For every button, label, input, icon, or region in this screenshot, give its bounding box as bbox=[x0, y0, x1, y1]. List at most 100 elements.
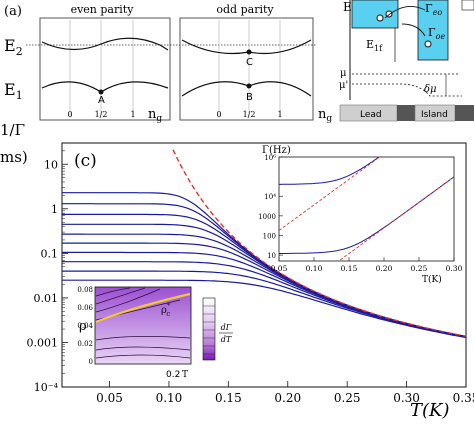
inset-ytick-label: 100 bbox=[263, 232, 276, 240]
main-xtick-label: 0.10 bbox=[156, 391, 183, 405]
even-upper-band bbox=[41, 37, 169, 51]
odd-tick-1: 1 bbox=[277, 110, 282, 119]
inset-xtick-label: 0.30 bbox=[446, 264, 463, 273]
point-c-label: C bbox=[246, 57, 253, 68]
point-a-label: A bbox=[98, 95, 105, 106]
colorbar-ticks bbox=[203, 305, 215, 355]
even-tick-0: 0 bbox=[67, 110, 72, 119]
inset-lower-asymptote bbox=[340, 176, 455, 261]
colorbar-numerator: dΓ bbox=[221, 323, 232, 332]
inset-xtick-label: 0.15 bbox=[341, 264, 358, 273]
inset-ytick-label: 10 bbox=[267, 252, 276, 260]
main-ylabel-fragment: 1/Γ bbox=[0, 121, 25, 139]
main-ytick-label: 10⁻⁴ bbox=[34, 381, 59, 394]
gamma-eo-label: Γeo bbox=[425, 2, 442, 17]
oe-arrow bbox=[401, 23, 426, 37]
inset-xtick-label: 0.25 bbox=[411, 264, 428, 273]
activation-asymptote bbox=[172, 149, 467, 337]
main-ytick-label: 0.001 bbox=[27, 336, 59, 349]
inset-x-ticks: 0.05 0.10 0.15 0.20 0.25 0.30 bbox=[271, 257, 463, 273]
energy-axis-label: E bbox=[343, 0, 352, 14]
delta-mu-label: δμ bbox=[424, 84, 437, 95]
odd-tick-half: 1/2 bbox=[243, 110, 256, 119]
main-xtick-label: 0.30 bbox=[393, 391, 420, 405]
e2-label: E2 bbox=[4, 36, 23, 58]
panel-a-gridlines bbox=[69, 20, 281, 118]
odd-parity-frame bbox=[179, 17, 314, 121]
main-xtick-label: 0.35 bbox=[453, 391, 474, 405]
junction-bar bbox=[397, 105, 415, 121]
inset-y-ticks: 10⁶ 10⁴ 1000 100 10 bbox=[258, 154, 283, 260]
even-tick-1: 1 bbox=[130, 110, 135, 119]
ng-label-even: ng bbox=[148, 107, 162, 124]
main-y-ticks: 10 1 0.1 0.01 0.001 10⁻⁴ bbox=[27, 142, 68, 394]
main-ytick-label: 0.01 bbox=[34, 292, 59, 305]
inset-left-ylabel: ρ bbox=[79, 319, 87, 334]
inset-left-yticks: 0.08 0.06 0.04 0.02 0 bbox=[77, 286, 93, 366]
inset-upper-asymptote bbox=[278, 157, 380, 231]
inset-right-ylabel: Γ(Hz) bbox=[262, 145, 291, 156]
main-xtick-label: 0.20 bbox=[274, 391, 301, 405]
main-xtick-label: 0.25 bbox=[334, 391, 361, 405]
inset-right-frame bbox=[278, 156, 455, 262]
svg-text:0: 0 bbox=[89, 358, 93, 366]
even-lower-band bbox=[41, 81, 169, 93]
inset-ytick-label: 1000 bbox=[258, 213, 276, 221]
main-curves bbox=[62, 149, 467, 339]
inset-xtick-label: 0.20 bbox=[376, 264, 393, 273]
main-ytick-label: 0.1 bbox=[41, 247, 59, 260]
inset-left: ρ* c ρ 0.08 0.06 0.04 0.02 0 0.2 T dΓ dT bbox=[77, 286, 233, 380]
inset-ytick-label: 10⁴ bbox=[264, 193, 276, 201]
panel-a: (a) even parity odd parity E2 E1 A C bbox=[4, 3, 332, 124]
point-c-marker bbox=[246, 49, 252, 55]
svg-text:0.04: 0.04 bbox=[77, 322, 93, 330]
eo-arrow bbox=[384, 5, 426, 19]
odd-parity-title: odd parity bbox=[216, 3, 274, 16]
panel-c-label: (c) bbox=[74, 151, 97, 171]
inset-xtick-label: 0.05 bbox=[271, 264, 288, 273]
even-parity-frame bbox=[39, 17, 171, 121]
panel-a-label: (a) bbox=[4, 4, 22, 19]
rho-map bbox=[94, 286, 192, 365]
mu-label: μ bbox=[340, 68, 347, 79]
mu-prime-label: μ' bbox=[339, 80, 348, 91]
point-a-marker bbox=[98, 89, 104, 95]
odd-tick-0: 0 bbox=[216, 110, 221, 119]
svg-text:0.02: 0.02 bbox=[77, 340, 93, 348]
e1f-label: E1f bbox=[366, 38, 383, 53]
even-parity-title: even parity bbox=[71, 3, 135, 16]
island-label: Island bbox=[421, 110, 448, 120]
mu-prime-line bbox=[352, 83, 462, 97]
main-series-line bbox=[62, 270, 467, 338]
island-states-box bbox=[417, 0, 449, 61]
inset-upper-curve bbox=[279, 156, 380, 185]
colorbar bbox=[202, 297, 216, 361]
main-ylabel-unit: ms) bbox=[0, 148, 28, 166]
ng-label-odd: ng bbox=[318, 107, 332, 124]
main-xlabel: T(K) bbox=[410, 400, 450, 421]
e1-label: E1 bbox=[4, 80, 23, 102]
main-series-line bbox=[62, 279, 467, 339]
quasiparticle-dot-1 bbox=[376, 14, 384, 22]
main-x-ticks: 0.05 0.10 0.15 0.20 0.25 0.30 0.35 bbox=[96, 381, 474, 405]
main-xtick-label: 0.05 bbox=[96, 391, 123, 405]
gamma-oe-label: Γoe bbox=[428, 26, 445, 41]
inset-ytick-label: 10⁶ bbox=[264, 154, 276, 162]
inset-right-xlabel: T(K) bbox=[422, 274, 442, 285]
rho-contours bbox=[95, 287, 191, 359]
inset-left-xtick: 0.2 bbox=[166, 370, 180, 380]
main-xtick-label: 0.15 bbox=[215, 391, 242, 405]
point-b-marker bbox=[246, 83, 252, 89]
panel-b: E Γeo Γoe E1f μ μ' δμ Lead Island bbox=[339, 0, 474, 122]
svg-text:0.08: 0.08 bbox=[77, 286, 93, 294]
colorbar-denominator: dT bbox=[221, 335, 232, 344]
rho-critical-curve bbox=[95, 292, 191, 324]
point-b-label: B bbox=[246, 92, 253, 103]
inset-lower-curve bbox=[279, 176, 455, 254]
main-ytick-label: 1 bbox=[51, 203, 58, 216]
corner-box bbox=[461, 0, 474, 11]
inset-curves bbox=[278, 156, 455, 261]
lead-label: Lead bbox=[360, 110, 382, 120]
